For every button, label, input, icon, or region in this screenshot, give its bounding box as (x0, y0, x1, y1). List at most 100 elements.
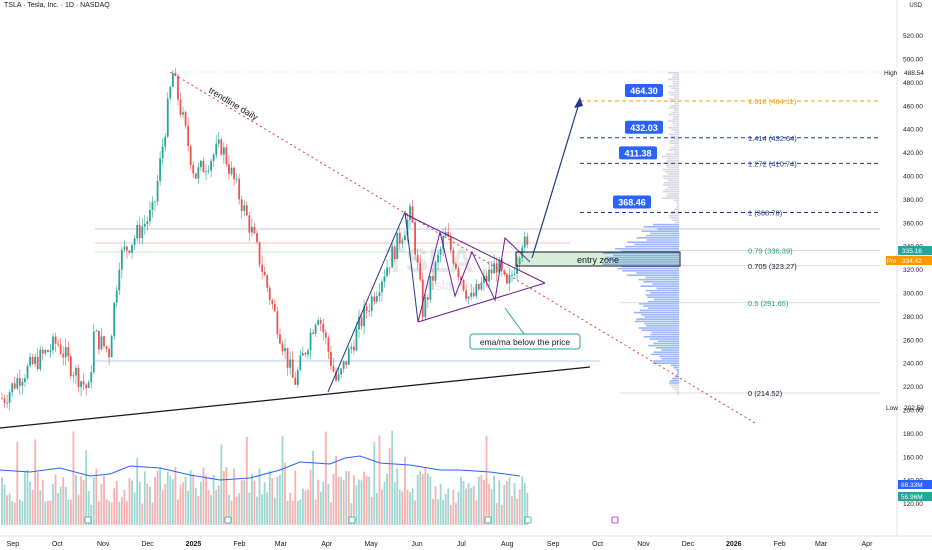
profile-bar (653, 351, 679, 353)
pre-value: 334.42 (902, 258, 922, 265)
candle-body (296, 370, 299, 385)
volume-bar (220, 444, 223, 525)
candle-body (31, 356, 34, 364)
event-marker[interactable] (84, 516, 92, 524)
ema-note-box[interactable] (469, 333, 581, 350)
profile-bar (664, 188, 679, 191)
candle-body (8, 392, 11, 403)
profile-bar (676, 391, 679, 393)
candle-body (251, 226, 253, 233)
candle-body (513, 273, 516, 275)
volume-bar (215, 489, 218, 525)
profile-bar (634, 311, 679, 314)
profile-bar (665, 153, 679, 155)
candle-body (126, 246, 128, 251)
profile-bar (671, 87, 679, 89)
candle-body (6, 402, 8, 404)
profile-bar (650, 292, 679, 294)
volume-bar (309, 469, 312, 525)
entry-zone-box[interactable] (515, 251, 681, 267)
volume-bar (314, 499, 317, 525)
event-marker[interactable] (348, 516, 356, 524)
candle-body (177, 75, 179, 100)
event-marker[interactable] (611, 516, 619, 524)
candle-body (256, 233, 258, 242)
candle-body (261, 264, 263, 272)
volume-bar (312, 450, 314, 525)
volume-bar (171, 479, 174, 525)
profile-bar (672, 118, 679, 120)
profile-bar (669, 140, 679, 142)
candle-body (373, 296, 376, 302)
profile-bar (639, 309, 679, 312)
candle-body (169, 86, 172, 99)
volume-bar (268, 470, 271, 525)
profile-bar (672, 80, 679, 83)
volume-bar (406, 489, 409, 525)
candle-body (202, 160, 205, 173)
event-marker[interactable] (524, 516, 532, 524)
profile-bar (668, 113, 679, 116)
volume-bar (465, 488, 467, 525)
time-tick-label: Aug (501, 541, 514, 548)
candle-body (483, 275, 485, 283)
candle-body (194, 173, 197, 179)
volume-profile (602, 72, 679, 395)
candle-body (457, 268, 460, 277)
volume-bar (57, 493, 59, 525)
candle-body (406, 219, 409, 236)
profile-bar (669, 384, 679, 386)
volume-bar (115, 480, 118, 525)
high-label: High (884, 70, 898, 77)
profile-bar (661, 349, 679, 351)
profile-bar (671, 111, 679, 114)
profile-bar (675, 369, 679, 371)
volume-bar (41, 480, 44, 525)
profile-bar (646, 239, 679, 241)
time-axis[interactable]: Sep Oct Nov Dec 2025 Feb Mar Apr May Jun Jul Aug Sep… (7, 541, 873, 548)
candle-body (309, 332, 312, 351)
volume-bar (128, 478, 131, 525)
candle-body (3, 398, 6, 403)
volume-bar (353, 475, 355, 525)
volume-bar (44, 501, 47, 525)
price-callout (619, 146, 657, 160)
profile-bar (653, 298, 679, 301)
price-tick-label: 240.00 (903, 361, 923, 368)
profile-bar (667, 186, 679, 188)
candle-body (460, 276, 462, 280)
volume-bar (393, 482, 396, 525)
candle-body (138, 225, 141, 239)
event-marker[interactable] (484, 516, 492, 524)
candle-body (182, 112, 184, 115)
candle-body (429, 276, 432, 300)
pre-label: Pre (887, 259, 897, 265)
profile-bar (602, 263, 679, 265)
profile-bar (669, 215, 679, 217)
price-callout (613, 195, 651, 209)
profile-bar (661, 358, 679, 360)
volume-bar (225, 467, 228, 525)
volume-bar (266, 492, 269, 525)
candle-body (388, 267, 391, 269)
candle-body (314, 324, 317, 334)
profile-bar (667, 166, 679, 169)
high-value: 488.54 (904, 70, 924, 77)
volume-bar (421, 473, 424, 525)
candle-body (197, 167, 200, 179)
candle-body (220, 139, 223, 155)
price-axis[interactable]: 520.00 500.00 480.00 460.00 440.00 420.00 400.… (903, 33, 923, 508)
volume-bar (92, 477, 95, 525)
time-tick-label: Sep (547, 541, 560, 548)
triangle-lower (417, 282, 546, 323)
volume-bar (345, 470, 348, 525)
candle-body (44, 350, 47, 354)
candle-body (439, 248, 442, 255)
candle-body (452, 250, 455, 264)
candle-body (184, 112, 187, 126)
profile-bar (615, 248, 679, 250)
candle-body (13, 383, 16, 389)
event-marker[interactable] (224, 516, 232, 524)
candle-body (159, 158, 161, 181)
